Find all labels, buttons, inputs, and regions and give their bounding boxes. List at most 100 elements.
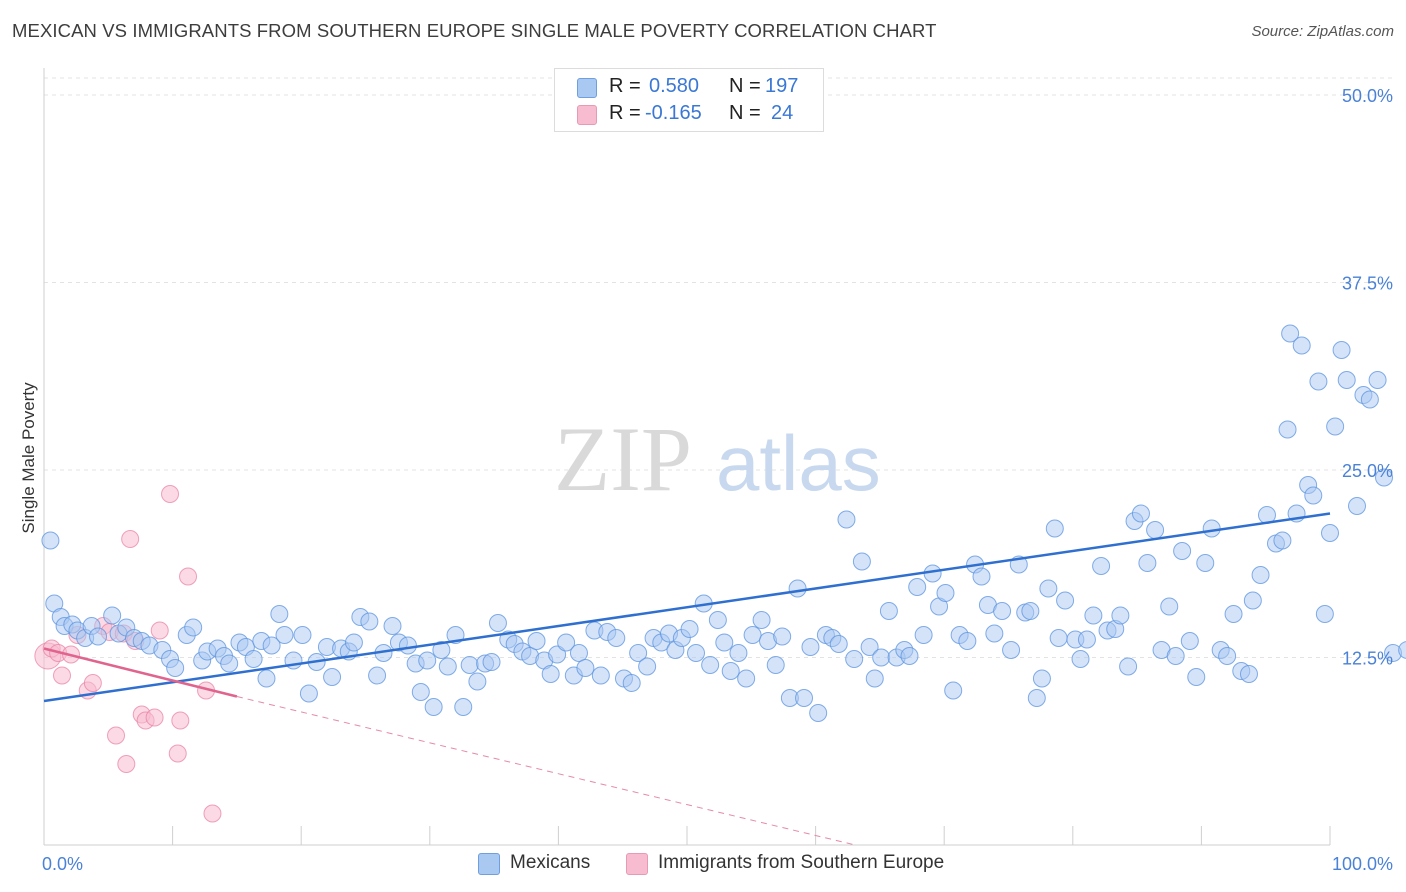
- chart-title: MEXICAN VS IMMIGRANTS FROM SOUTHERN EURO…: [12, 20, 937, 41]
- data-point-mexicans: [1039, 579, 1058, 598]
- data-point-mexicans: [1218, 647, 1237, 665]
- data-point-mexicans: [438, 657, 457, 676]
- y-axis-label: Single Male Poverty: [19, 382, 38, 534]
- data-point-mexicans: [1251, 566, 1270, 584]
- data-point-mexicans: [908, 578, 927, 596]
- data-point-mexicans: [1398, 641, 1406, 659]
- y-tick-label: 12.5%: [1342, 649, 1393, 669]
- tick-labels: 12.5% 25.0% 37.5% 50.0% 0.0% 100.0%: [42, 86, 1393, 874]
- legend-n-value: 24: [771, 102, 794, 124]
- data-point-mexicans: [829, 635, 848, 653]
- data-point-mexicans: [1071, 650, 1090, 668]
- data-point-mexicans: [1002, 641, 1021, 659]
- data-point-mexicans: [1049, 629, 1068, 647]
- watermark: ZIP atlas: [554, 408, 881, 510]
- data-point-mexicans: [1348, 497, 1367, 515]
- data-point-mexicans: [244, 650, 263, 668]
- data-point-mexicans: [257, 669, 276, 688]
- data-point-mexicans: [914, 626, 933, 644]
- data-point-mexicans: [845, 650, 864, 668]
- data-point-mexicans: [468, 672, 487, 691]
- watermark-atlas: atlas: [716, 419, 881, 507]
- data-point-mexicans: [548, 645, 567, 664]
- data-point-mexicans: [708, 611, 727, 629]
- data-point-mexicans: [972, 567, 991, 586]
- data-point-mexicans: [1187, 668, 1206, 686]
- data-point-mexicans: [1309, 372, 1328, 391]
- y-tick-label: 25.0%: [1342, 461, 1393, 481]
- data-point-mexicans: [936, 584, 955, 602]
- data-point-southern-europe: [121, 530, 140, 548]
- watermark-zip: ZIP: [554, 408, 692, 510]
- data-point-mexicans: [569, 644, 588, 662]
- data-point-mexicans: [788, 579, 807, 598]
- data-point-mexicans: [411, 683, 430, 701]
- data-point-mexicans: [1196, 554, 1215, 572]
- data-point-mexicans: [860, 638, 879, 656]
- data-point-mexicans: [766, 656, 785, 674]
- data-point-mexicans: [1027, 689, 1046, 707]
- data-point-mexicans: [262, 636, 281, 655]
- data-point-mexicans: [1056, 591, 1075, 610]
- legend-r-label: R =: [609, 75, 641, 97]
- data-point-mexicans: [184, 618, 203, 637]
- data-point-mexicans: [1243, 591, 1262, 610]
- data-point-southern-europe: [145, 708, 164, 727]
- data-point-southern-europe: [83, 674, 102, 692]
- data-point-mexicans: [1111, 606, 1130, 625]
- data-point-mexicans: [488, 614, 507, 632]
- data-point-mexicans: [454, 698, 473, 716]
- data-point-mexicans: [743, 626, 762, 644]
- data-point-mexicans: [270, 605, 289, 623]
- data-point-mexicans: [166, 659, 185, 677]
- data-point-mexicans: [1375, 468, 1394, 487]
- data-point-mexicans: [1160, 597, 1179, 616]
- data-point-mexicans: [89, 627, 108, 646]
- data-point-southern-europe: [168, 744, 187, 763]
- data-point-mexicans: [1360, 390, 1379, 409]
- data-point-mexicans: [398, 636, 417, 655]
- data-point-mexicans: [680, 620, 699, 638]
- bottom-legend-swatch-southern-europe: [626, 853, 648, 875]
- data-point-mexicans: [1138, 554, 1157, 572]
- data-point-southern-europe: [117, 755, 136, 773]
- data-point-mexicans: [638, 657, 657, 676]
- data-point-southern-europe: [107, 726, 126, 745]
- data-point-mexicans: [1119, 657, 1138, 676]
- data-point-mexicans: [482, 653, 501, 671]
- data-point-mexicans: [865, 669, 884, 688]
- data-point-mexicans: [368, 666, 387, 685]
- data-point-mexicans: [729, 644, 748, 662]
- data-point-mexicans: [773, 627, 792, 646]
- series-mexicans: [41, 324, 1406, 722]
- data-point-mexicans: [1077, 630, 1096, 649]
- x-tick-label-max: 100.0%: [1332, 854, 1393, 874]
- data-point-mexicans: [752, 611, 771, 629]
- data-point-southern-europe: [171, 711, 190, 730]
- data-point-mexicans: [1224, 605, 1243, 623]
- legend-n-label: N =: [729, 102, 761, 124]
- data-point-mexicans: [801, 638, 820, 656]
- data-point-mexicans: [1173, 542, 1192, 560]
- legend-r-label: R =: [609, 102, 641, 124]
- stats-legend: R = 0.580 N = 197 R = -0.165 N = 24: [554, 68, 824, 132]
- data-point-mexicans: [344, 633, 363, 652]
- data-point-mexicans: [1321, 524, 1339, 542]
- legend-swatch-mexicans: [577, 78, 597, 98]
- data-point-mexicans: [383, 617, 402, 635]
- data-point-mexicans: [795, 689, 814, 707]
- data-point-mexicans: [1337, 371, 1356, 389]
- data-point-mexicans: [576, 659, 595, 677]
- data-point-mexicans: [985, 624, 1004, 643]
- data-point-mexicans: [418, 651, 437, 670]
- data-point-mexicans: [1202, 519, 1221, 538]
- data-point-mexicans: [1304, 486, 1323, 505]
- data-point-mexicans: [1292, 336, 1311, 355]
- y-tick-label: 50.0%: [1342, 86, 1393, 106]
- source-credit: Source: ZipAtlas.com: [1251, 23, 1394, 40]
- data-point-mexicans: [701, 656, 720, 674]
- data-point-mexicans: [1332, 341, 1351, 359]
- data-point-mexicans: [424, 698, 443, 716]
- data-point-mexicans: [220, 654, 239, 673]
- data-point-mexicans: [809, 704, 828, 722]
